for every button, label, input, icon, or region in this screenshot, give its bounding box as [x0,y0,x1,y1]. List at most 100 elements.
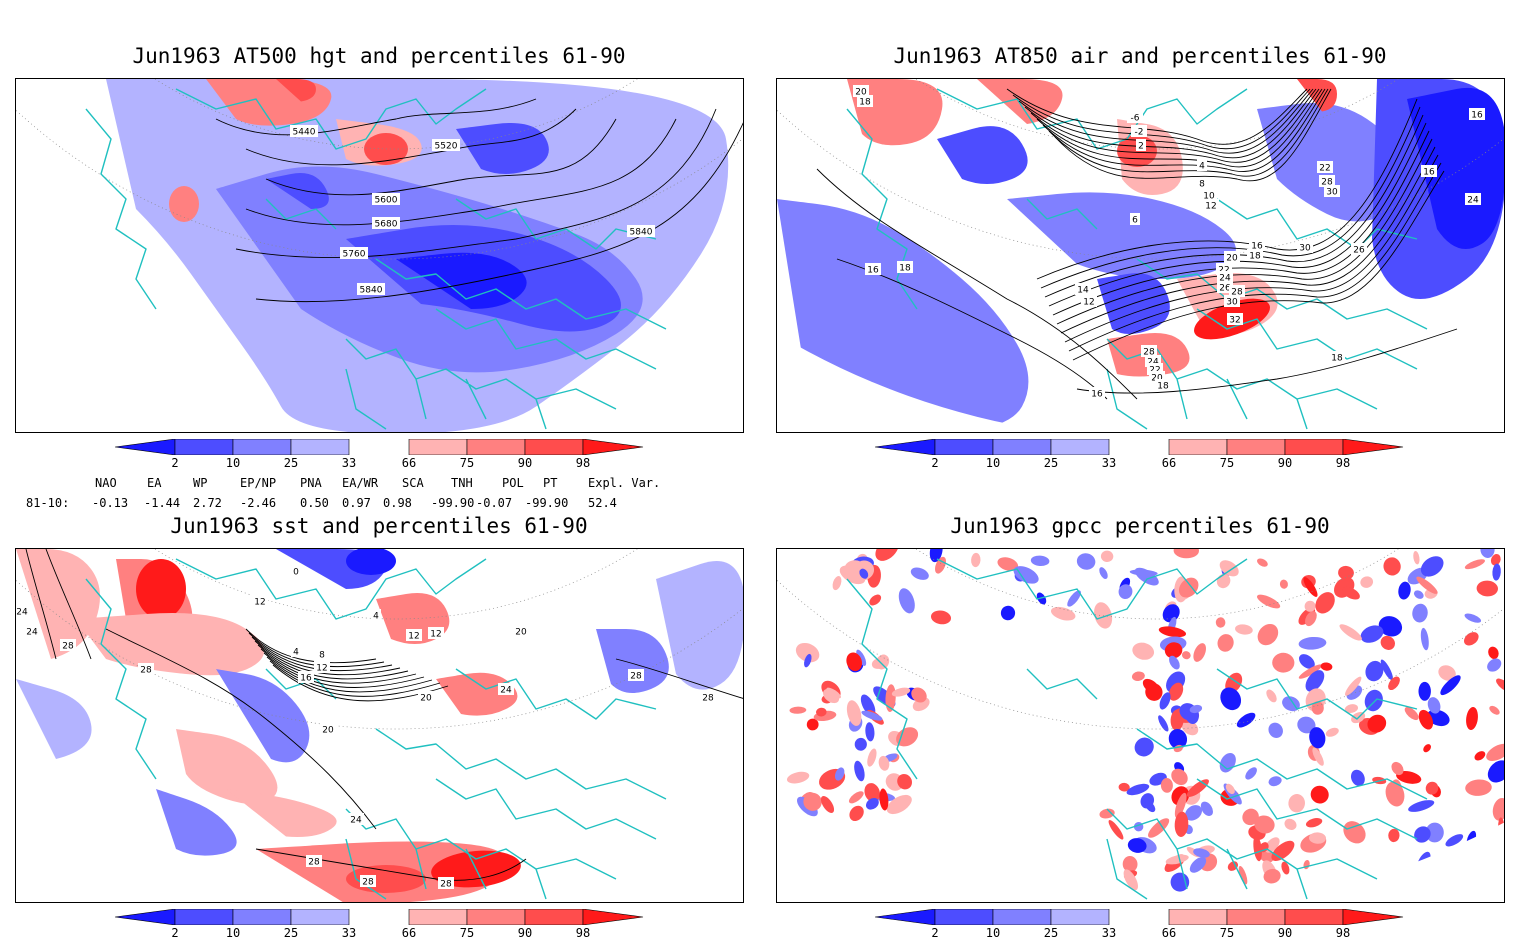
anomaly-region [1099,808,1115,819]
panel-title-sst: Jun1963 sst and percentiles 61-90 [170,514,588,538]
contour-label-box [16,605,30,617]
contour-label-box [60,639,76,651]
contour-label-box [1155,379,1171,391]
anomaly-region [596,629,669,693]
contour-label: 18 [1157,382,1169,392]
index-header: POL [502,476,524,490]
contour-label: 28 [440,880,452,890]
anomaly-region [1272,652,1295,673]
contour-line [105,628,377,830]
contour-line [1060,146,1436,334]
contour-label: 16 [300,674,312,684]
anomaly-region [846,700,862,726]
contour-label-box [865,263,881,275]
contour-line [1048,88,1329,177]
contour-line [245,118,677,226]
map-svg-gpcc [777,549,1504,902]
anomaly-region [1169,655,1180,670]
anomaly-region [1279,579,1288,589]
contour-label-box [291,565,301,577]
colorbar-label: 25 [1043,456,1059,470]
colorbar-svg [115,439,644,455]
anomaly-region [156,789,237,856]
anomaly-region [396,252,527,309]
contour-label-box [1224,295,1240,307]
anomaly-region [1158,626,1187,638]
contour-line [251,636,393,672]
contour-line [255,848,527,881]
anomaly-region [864,783,880,802]
anomaly-region [1489,705,1500,715]
anomaly-region [879,788,889,811]
anomaly-region [1414,826,1431,843]
anomaly-region [886,794,912,815]
colorbar-label: 66 [401,926,417,940]
anomaly-region [1418,709,1434,730]
anomaly-region [789,706,807,714]
anomaly-region [898,588,915,614]
anomaly-region [1344,704,1359,714]
contour-line [1036,98,1418,280]
anomaly-region [1474,751,1486,761]
anomaly-region [1465,779,1492,796]
colorbar-sst: 2 10 25 33 66 75 90 98 [115,909,645,940]
anomaly-region [929,549,943,563]
anomaly-region [1181,651,1191,660]
anomaly-region [1159,692,1171,710]
colorbar-label: 25 [283,456,299,470]
contour-label: 5440 [293,128,316,138]
contour-label: 5760 [343,250,366,260]
anomaly-region [804,653,812,668]
contour-label: 24 [1147,358,1159,368]
anomaly-region [1030,555,1050,567]
contour-label-box [1351,243,1367,255]
contour-label: 18 [859,98,871,108]
colorbar-swatch [1284,439,1344,455]
anomaly-region [276,79,316,102]
contour-label-box [371,609,381,621]
anomaly-region [1219,560,1239,577]
anomaly-region [867,748,877,767]
anomaly-region [1388,828,1400,843]
contour-label: 12 [408,632,419,642]
anomaly-region [1094,602,1113,629]
anomaly-region [1268,776,1282,787]
contour-line [1064,154,1439,343]
colorbar-label: 90 [517,926,533,940]
colorbar-swatch [875,909,936,925]
contour-label: 18 [1331,354,1343,364]
colorbar-air850: 2 10 25 33 66 75 90 98 [875,439,1405,470]
contour-line [1012,88,1311,150]
index-header: PT [543,476,558,490]
colorbar-label: 90 [1277,926,1293,940]
projection-mask [777,549,1504,902]
anomaly-region [1284,818,1297,831]
index-value: -99.90 [525,496,569,510]
contour-label: 20 [420,694,432,704]
contour-line [266,656,433,693]
anomaly-region [1388,676,1400,691]
contour-label: 24 [1467,196,1479,206]
contour-label-box [700,691,716,703]
contour-label-box [1421,165,1437,177]
anomaly-region [844,560,864,574]
anomaly-region [1304,600,1316,612]
colorbar-swatch [1226,909,1286,925]
coastline [846,558,1428,900]
contour-label-box [320,723,336,735]
colorbar-swatch [290,439,350,455]
contour-label-box [627,225,655,237]
contour-label: 24 [500,686,512,696]
anomaly-region [1100,550,1114,563]
anomaly-region [1245,767,1257,780]
contour-label: 4 [1199,162,1205,172]
anomaly-region [1158,715,1169,732]
anomaly-region [803,792,822,811]
anomaly-region [1416,576,1438,594]
anomaly-region [1476,580,1498,597]
colorbar-label: 98 [1335,456,1351,470]
contour-label: 24 [350,816,362,826]
anomaly-region [1492,563,1501,581]
contour-line [836,258,1108,400]
